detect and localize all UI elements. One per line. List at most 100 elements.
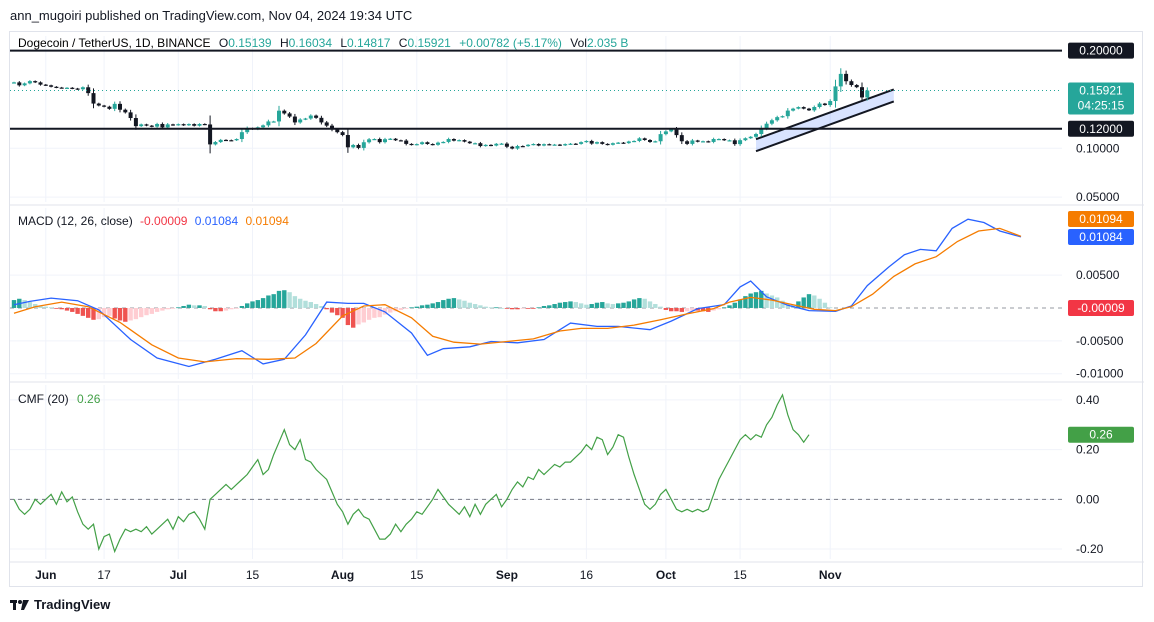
macd-histogram-bar bbox=[351, 307, 356, 328]
candle-body bbox=[176, 124, 181, 126]
macd-histogram-bar bbox=[737, 299, 743, 308]
macd-histogram-bar bbox=[324, 307, 329, 310]
macd-histogram-bar bbox=[170, 307, 176, 309]
macd-histogram-bar bbox=[54, 307, 59, 309]
candle-body bbox=[563, 144, 568, 146]
candle-body bbox=[838, 73, 843, 87]
candle-body bbox=[489, 144, 493, 147]
candle-body bbox=[526, 144, 531, 147]
candle-body bbox=[27, 81, 32, 84]
macd-grid bbox=[10, 274, 1062, 375]
last-price-badge-bg bbox=[1068, 82, 1134, 115]
macd-histogram-bar bbox=[700, 307, 706, 312]
candle-body bbox=[388, 138, 393, 140]
macd-histogram-bar bbox=[192, 305, 197, 308]
cmf-badges: 0.26 bbox=[1068, 426, 1134, 443]
candle-body bbox=[584, 140, 589, 143]
price-pane: 0.10000 0.05000 0.20000 0.12000 0.1592104:2… bbox=[10, 36, 1134, 559]
candle-body bbox=[287, 113, 292, 117]
candle-body bbox=[245, 128, 250, 133]
candle-body bbox=[393, 138, 398, 141]
macd-histogram-bar bbox=[287, 292, 292, 308]
macd-histogram-bar bbox=[425, 304, 430, 308]
macd-histogram-bar bbox=[801, 297, 806, 308]
cmf-line bbox=[13, 393, 810, 554]
macd-histogram-bar bbox=[716, 307, 722, 310]
cmf-value-badge: 0.26 bbox=[1089, 428, 1113, 442]
candle-body bbox=[261, 125, 266, 128]
candle-body bbox=[38, 82, 43, 85]
macd-histogram-bar bbox=[525, 307, 531, 309]
candle-body bbox=[822, 103, 827, 106]
candle-body bbox=[552, 144, 557, 146]
candle-body bbox=[282, 110, 287, 114]
macd-histogram-bar bbox=[329, 307, 335, 313]
macd-histogram-bar bbox=[759, 290, 764, 308]
candle-body bbox=[383, 139, 387, 143]
price-channel-drawing[interactable] bbox=[755, 88, 895, 153]
macd-histogram-bar bbox=[647, 301, 653, 308]
cmf-value-badge-bg bbox=[1068, 426, 1134, 443]
tradingview-footer[interactable]: TradingView bbox=[10, 597, 110, 612]
macd-tick-label: -0.01000 bbox=[1076, 367, 1124, 381]
candle-body bbox=[706, 141, 711, 143]
candle-body bbox=[679, 135, 684, 142]
candle-body bbox=[49, 85, 54, 87]
macd-series-macd bbox=[13, 218, 1022, 368]
candle-body bbox=[404, 140, 409, 144]
candle-body bbox=[637, 138, 642, 141]
cmf-axis: 0.40 0.20 0.00 -0.20 bbox=[1076, 393, 1104, 556]
candle-body bbox=[17, 82, 22, 86]
macd-histogram-bar bbox=[462, 300, 467, 308]
candle-body bbox=[499, 143, 504, 145]
macd-histogram-bar bbox=[653, 304, 658, 308]
candle-body bbox=[308, 115, 313, 119]
macd-histogram-bar bbox=[229, 307, 234, 310]
candle-body bbox=[229, 140, 234, 142]
candle-body bbox=[91, 93, 96, 104]
candle-body bbox=[658, 134, 663, 142]
candle-body bbox=[807, 108, 811, 111]
candle-body bbox=[510, 146, 515, 149]
candle-body bbox=[335, 129, 340, 133]
time-tick-label: Jul bbox=[170, 568, 187, 582]
macd-histogram-bar bbox=[457, 299, 462, 308]
candle-body bbox=[128, 112, 133, 119]
candle-body bbox=[600, 142, 605, 144]
macd-histogram-bar bbox=[128, 307, 133, 321]
time-tick-label: 15 bbox=[733, 568, 747, 582]
macd-histogram-bar bbox=[605, 303, 610, 308]
time-tick-label: 15 bbox=[410, 568, 424, 582]
macd-histogram-bar bbox=[234, 307, 239, 309]
candle-body bbox=[22, 83, 27, 86]
macd-histogram-bar bbox=[340, 307, 345, 318]
macd-line-badge: 0.01084 bbox=[1079, 230, 1123, 244]
macd-histogram-bar bbox=[488, 307, 494, 309]
candle-body bbox=[616, 142, 621, 144]
macd-histogram-bar bbox=[631, 299, 637, 308]
macd-histogram-bar bbox=[796, 301, 801, 308]
last-price-badge-countdown: 04:25:15 bbox=[1078, 98, 1125, 112]
macd-histogram-bar bbox=[266, 295, 271, 308]
candle-body bbox=[398, 140, 403, 142]
candle-body bbox=[860, 87, 864, 98]
candle-body bbox=[155, 123, 160, 127]
macd-histogram-bar bbox=[144, 307, 149, 316]
candle-body bbox=[568, 143, 573, 145]
price-horizontal-levels[interactable] bbox=[10, 49, 1062, 130]
macd-histogram-bar bbox=[313, 304, 319, 308]
channel-upper-line bbox=[755, 88, 895, 141]
macd-histogram-bar bbox=[563, 302, 568, 308]
candle-body bbox=[801, 107, 806, 109]
candle-body bbox=[854, 85, 859, 88]
candle-body bbox=[780, 116, 785, 118]
time-axis[interactable]: Jun 17 Jul 15 Aug 15 Sep 16 Oct 15 Nov bbox=[35, 568, 842, 582]
trading-chart[interactable]: 0.10000 0.05000 0.20000 0.12000 0.1592104:2… bbox=[10, 32, 1144, 588]
macd-histogram-bar bbox=[308, 302, 313, 308]
macd-histogram-bar bbox=[22, 300, 27, 308]
macd-histogram-bar bbox=[27, 302, 33, 308]
time-tick-label: Sep bbox=[496, 568, 518, 582]
macd-histogram-bar bbox=[160, 307, 165, 311]
candle-body bbox=[208, 124, 213, 145]
macd-histogram-bar bbox=[117, 307, 123, 321]
